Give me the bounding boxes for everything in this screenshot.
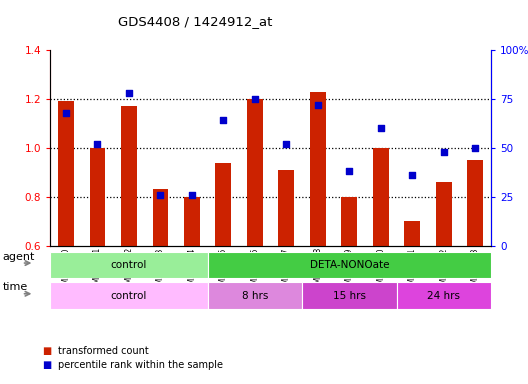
Point (219, 118, 228, 124)
Bar (58, 101, 74, 246)
Point (282, 141, 290, 147)
Text: time: time (3, 282, 28, 292)
Text: control: control (111, 260, 147, 270)
Bar (436, 182, 451, 246)
Text: 8 hrs: 8 hrs (242, 291, 268, 301)
Point (471, 145, 479, 151)
Bar (208, 282, 302, 309)
Point (62, 109, 70, 116)
Bar (153, 189, 168, 246)
Text: control: control (111, 291, 147, 301)
Bar (467, 160, 483, 246)
Bar (50, 252, 208, 278)
Point (440, 149, 448, 155)
Text: GDS4408 / 1424912_at: GDS4408 / 1424912_at (118, 15, 272, 28)
Point (156, 192, 165, 198)
Point (376, 125, 385, 131)
Point (408, 172, 417, 178)
Text: ■: ■ (42, 360, 52, 370)
Text: 24 hrs: 24 hrs (427, 291, 460, 301)
Point (187, 192, 196, 198)
Bar (302, 282, 397, 309)
Text: DETA-NONOate: DETA-NONOate (309, 260, 389, 270)
Point (251, 96, 259, 102)
Bar (310, 91, 326, 246)
Bar (342, 197, 357, 246)
Bar (373, 148, 389, 246)
Point (314, 102, 322, 108)
Bar (247, 99, 263, 246)
Bar (121, 106, 137, 246)
Bar (50, 282, 208, 309)
Bar (397, 282, 491, 309)
Bar (278, 170, 294, 246)
Bar (208, 252, 491, 278)
Point (93, 141, 101, 147)
Point (345, 168, 354, 174)
Text: ■: ■ (42, 346, 52, 356)
Bar (404, 221, 420, 246)
Point (125, 90, 133, 96)
Bar (215, 162, 231, 246)
Bar (184, 197, 200, 246)
Text: 15 hrs: 15 hrs (333, 291, 366, 301)
Text: percentile rank within the sample: percentile rank within the sample (58, 360, 223, 370)
Text: transformed count: transformed count (58, 346, 149, 356)
Bar (90, 148, 105, 246)
Text: agent: agent (3, 252, 35, 262)
